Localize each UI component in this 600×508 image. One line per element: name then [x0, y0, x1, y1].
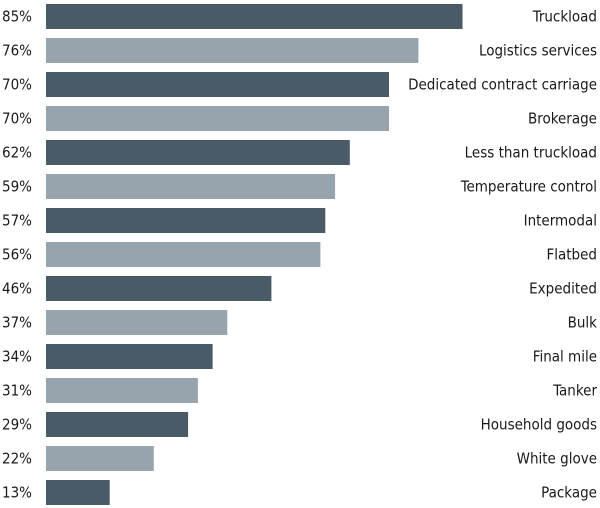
bar-row: 29% Household goods	[2, 412, 597, 437]
bar-row: 46% Expedited	[2, 276, 597, 301]
value-label: 22%	[2, 450, 32, 468]
category-label: Intermodal	[524, 212, 597, 230]
bar-row: 70% Brokerage	[2, 106, 597, 131]
value-label: 56%	[2, 246, 32, 264]
value-label: 70%	[2, 110, 32, 128]
value-label: 57%	[2, 212, 32, 230]
bar	[46, 378, 198, 403]
bar-row: 57% Intermodal	[2, 208, 597, 233]
bar	[46, 446, 154, 471]
value-label: 70%	[2, 76, 32, 94]
category-label: Brokerage	[528, 110, 597, 128]
value-label: 46%	[2, 280, 32, 298]
value-label: 34%	[2, 348, 32, 366]
category-label: White glove	[517, 450, 597, 468]
value-label: 59%	[2, 178, 32, 196]
category-label: Truckload	[532, 8, 597, 26]
bar-row: 22% White glove	[2, 446, 597, 471]
bar-row: 37% Bulk	[2, 310, 597, 335]
bar	[46, 412, 189, 437]
bar	[46, 480, 110, 505]
category-label: Tanker	[552, 382, 597, 400]
category-label: Less than truckload	[465, 144, 597, 162]
value-label: 62%	[2, 144, 32, 162]
value-label: 29%	[2, 416, 32, 434]
bar-row: 56% Flatbed	[2, 242, 597, 267]
bar-row: 13% Package	[2, 480, 597, 505]
bar	[46, 310, 228, 335]
value-label: 37%	[2, 314, 32, 332]
bar-row: 59% Temperature control	[2, 174, 597, 199]
value-label: 13%	[2, 484, 32, 502]
bar	[46, 4, 463, 29]
value-label: 85%	[2, 8, 32, 26]
bar	[46, 72, 389, 97]
bar-row: 31% Tanker	[2, 378, 597, 403]
bar	[46, 344, 213, 369]
bar	[46, 38, 419, 63]
bar	[46, 276, 272, 301]
bar-row: 85% Truckload	[2, 4, 597, 29]
bar	[46, 174, 336, 199]
bar-row: 70% Dedicated contract carriage	[2, 72, 597, 97]
category-label: Logistics services	[479, 42, 597, 60]
value-label: 76%	[2, 42, 32, 60]
category-label: Package	[541, 484, 597, 502]
bar-row: 76% Logistics services	[2, 38, 597, 63]
bar-row: 34% Final mile	[2, 344, 597, 369]
category-label: Temperature control	[460, 178, 597, 196]
bar	[46, 208, 326, 233]
category-label: Final mile	[533, 348, 597, 366]
bar	[46, 140, 350, 165]
category-label: Household goods	[481, 416, 597, 434]
bar	[46, 242, 321, 267]
category-label: Dedicated contract carriage	[408, 76, 597, 94]
category-label: Expedited	[529, 280, 597, 298]
bar	[46, 106, 389, 131]
category-label: Flatbed	[546, 246, 597, 264]
bar-row: 62% Less than truckload	[2, 140, 597, 165]
category-label: Bulk	[568, 314, 598, 332]
value-label: 31%	[2, 382, 32, 400]
